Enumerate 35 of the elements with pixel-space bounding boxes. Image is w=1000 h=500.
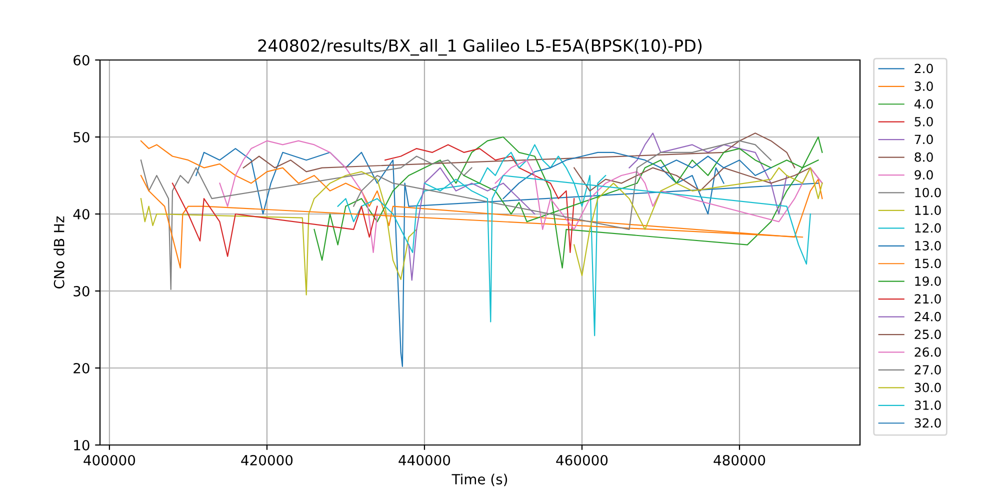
legend-label: 32.0 bbox=[914, 418, 941, 428]
x-tick-label: 420000 bbox=[241, 454, 293, 466]
legend-label: 9.0 bbox=[914, 170, 933, 180]
y-tick-label: 30 bbox=[74, 286, 90, 296]
legend-label: 13.0 bbox=[915, 240, 941, 250]
y-tick-label: 40 bbox=[73, 208, 90, 220]
y-axis-title: CNo dB Hz bbox=[54, 216, 64, 288]
chart-title: 240802/results/BX_all_1 Galileo L5-E5A(BPSK(10)-PD) bbox=[258, 39, 702, 56]
legend-label: 27.0 bbox=[914, 365, 941, 375]
x-tick-label: 440000 bbox=[398, 454, 450, 466]
legend-label: 10.0 bbox=[915, 188, 941, 198]
legend-label: 7.0 bbox=[914, 134, 933, 144]
legend-label: 2.0 bbox=[914, 64, 933, 74]
legend-label: 25.0 bbox=[914, 330, 941, 340]
legend-label: 24.0 bbox=[914, 312, 941, 322]
legend-label: 5.0 bbox=[914, 116, 933, 126]
legend-label: 4.0 bbox=[914, 99, 933, 109]
legend-label: 26.0 bbox=[914, 347, 941, 357]
y-tick-label: 10 bbox=[74, 440, 90, 450]
legend-label: 11.0 bbox=[915, 206, 941, 216]
legend-label: 8.0 bbox=[914, 152, 933, 162]
legend-label: 3.0 bbox=[914, 81, 933, 91]
legend-label: 31.0 bbox=[914, 400, 941, 410]
y-tick-label: 60 bbox=[74, 54, 90, 66]
x-tick-label: 400000 bbox=[84, 454, 136, 466]
legend-label: 21.0 bbox=[914, 294, 941, 304]
x-tick-label: 460000 bbox=[556, 454, 608, 466]
legend-label: 30.0 bbox=[914, 382, 941, 392]
y-tick-label: 50 bbox=[74, 132, 90, 142]
legend-label: 19.0 bbox=[915, 276, 941, 286]
legend-label: 15.0 bbox=[915, 258, 941, 268]
x-tick-label: 480000 bbox=[714, 454, 766, 466]
y-tick-label: 20 bbox=[74, 362, 90, 374]
legend-label: 12.0 bbox=[915, 223, 941, 233]
x-axis-title: Time (s) bbox=[452, 474, 508, 486]
